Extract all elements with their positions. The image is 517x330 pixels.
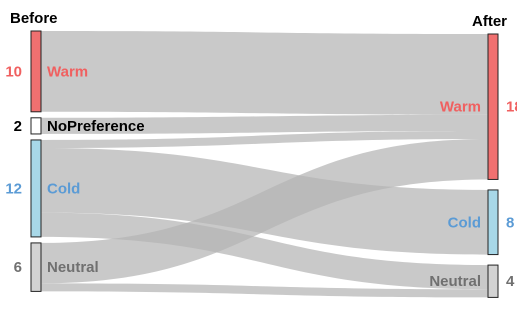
- right-label-neutral: Neutral: [429, 273, 481, 290]
- left-label-cold: Cold: [47, 180, 80, 197]
- flow-cold-to-neutral: [41, 212, 488, 290]
- after-title: After: [472, 13, 507, 30]
- right-node-cold: [487, 189, 499, 256]
- right-label-cold: Cold: [448, 214, 481, 231]
- left-label-nopreference: NoPreference: [47, 118, 145, 135]
- right-value-warm: 18: [506, 99, 517, 116]
- left-node-nopreference: [30, 117, 42, 135]
- flow-nopreference-to-warm: [41, 114, 488, 134]
- left-value-cold: 12: [5, 180, 22, 197]
- nodes-layer: [30, 30, 499, 298]
- right-label-warm: Warm: [440, 99, 481, 116]
- right-node-neutral: [487, 264, 499, 298]
- flow-neutral-to-warm: [41, 139, 488, 284]
- right-node-warm: [487, 33, 499, 180]
- flows-layer: [41, 31, 488, 298]
- left-node-neutral: [30, 242, 42, 292]
- right-value-cold: 8: [506, 214, 514, 231]
- left-value-nopreference: 2: [14, 118, 22, 135]
- left-label-warm: Warm: [47, 63, 88, 80]
- left-value-neutral: 6: [14, 259, 22, 276]
- before-title: Before: [10, 10, 58, 27]
- left-label-neutral: Neutral: [47, 259, 99, 276]
- left-node-cold: [30, 139, 42, 238]
- labels-layer: 10 Warm 2 NoPreference 12 Cold 6 Neutral Warm 18 C…: [5, 63, 517, 290]
- flow-cold-to-warm: [41, 130, 488, 149]
- flow-warm-to-warm: [41, 31, 488, 115]
- left-node-warm: [30, 30, 42, 113]
- right-value-neutral: 4: [506, 273, 515, 290]
- flow-neutral-to-neutral: [41, 283, 488, 298]
- left-value-warm: 10: [5, 63, 22, 80]
